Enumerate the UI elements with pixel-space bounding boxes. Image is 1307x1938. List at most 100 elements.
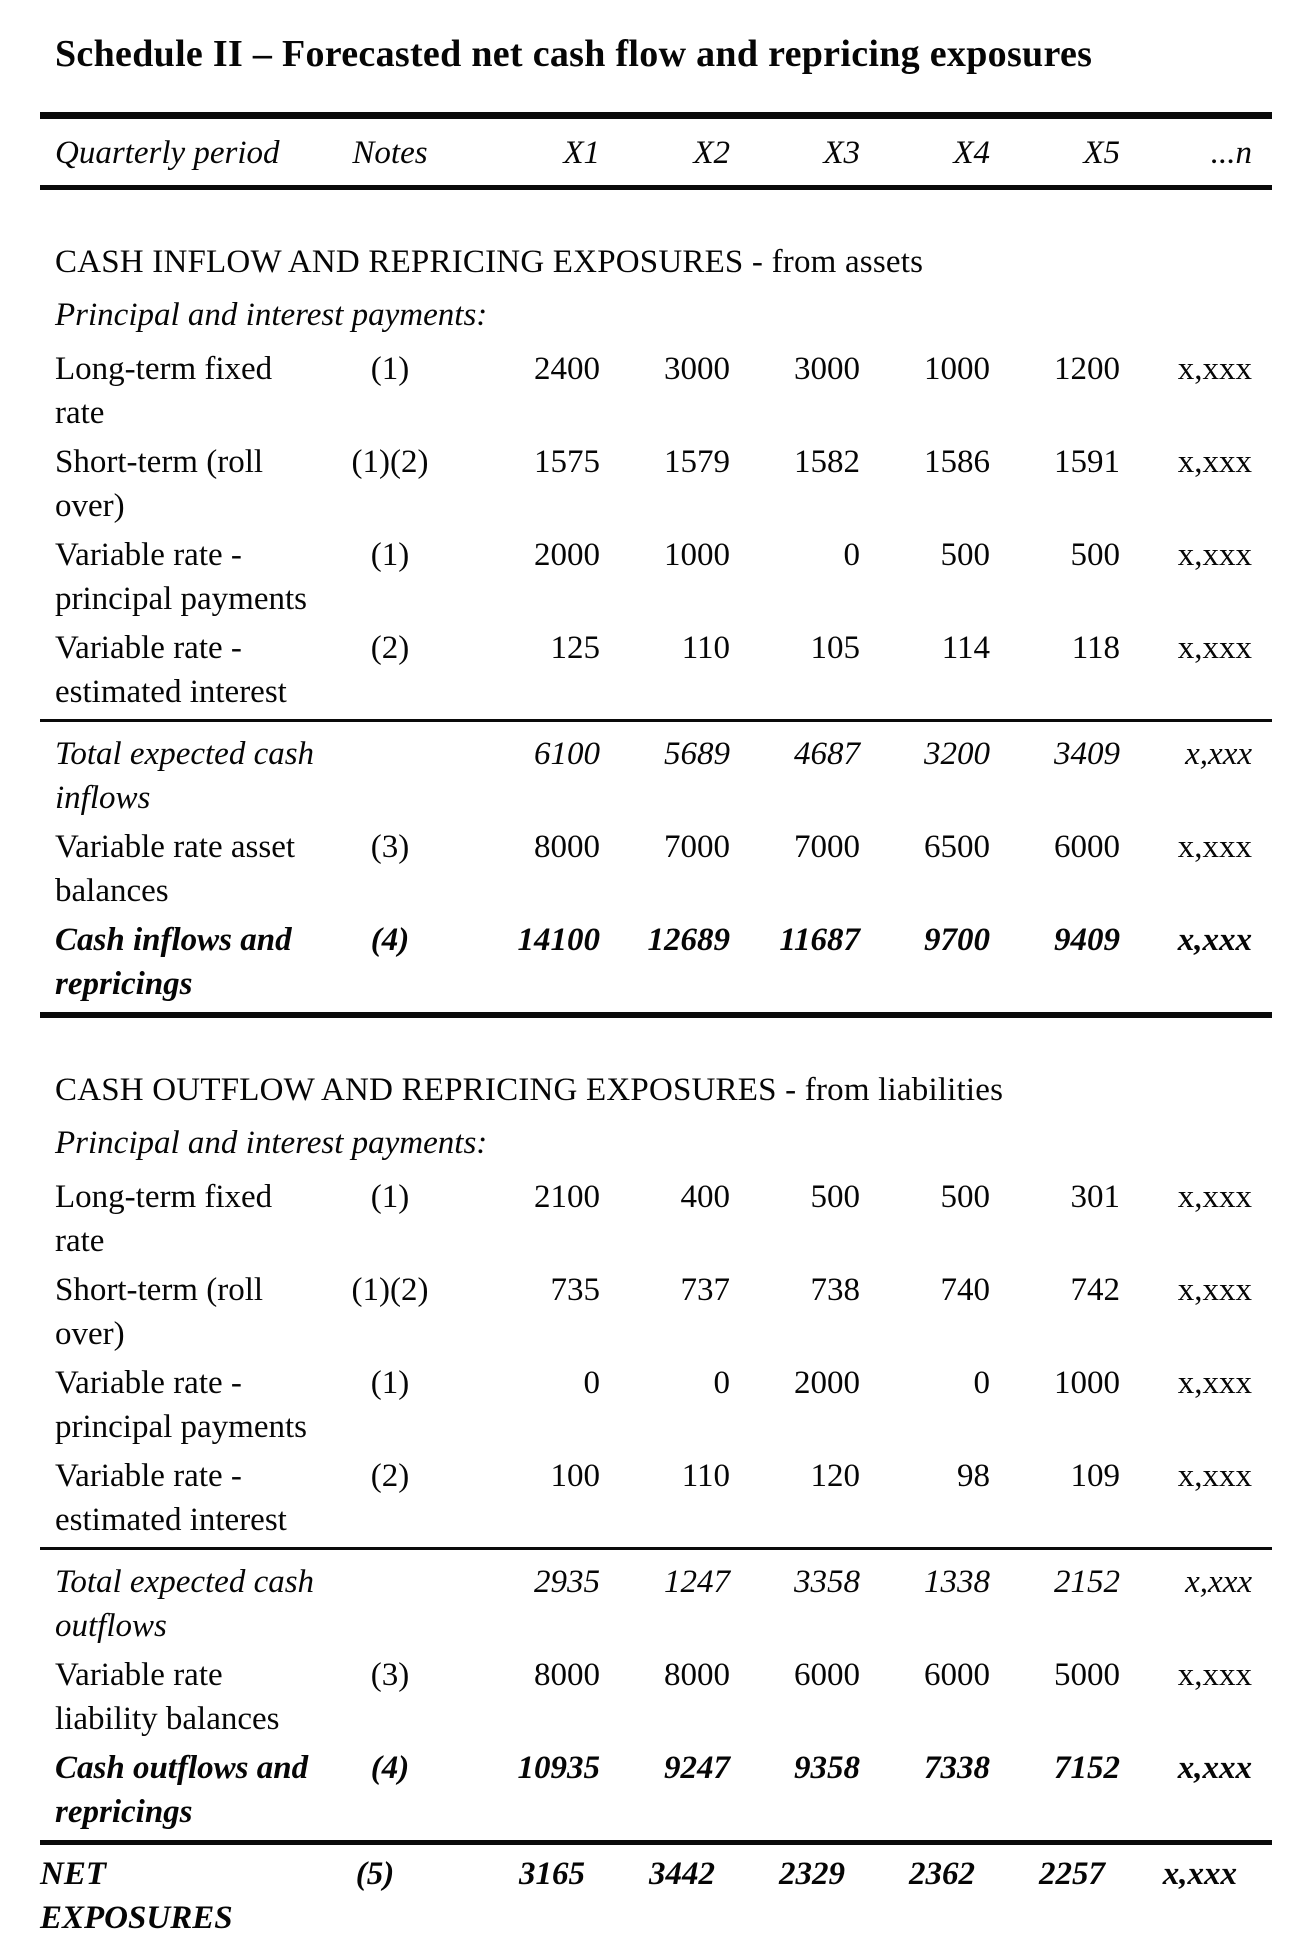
row-label: Short-term (roll over): [55, 444, 264, 524]
row-label: Short-term (roll over): [55, 1272, 264, 1352]
cell-n: x,xxx: [1177, 1272, 1252, 1308]
row-label: Variable rate - estimated interest: [55, 1458, 287, 1538]
cell-x5: 1200: [1054, 351, 1120, 387]
row-label: Variable rate - estimated interest: [55, 630, 287, 710]
table-row-inflow-long-term-fixed: Long-term fixed rate (1) 2400 3000 3000 …: [40, 347, 1272, 435]
table-row-outflow-short-term: Short-term (roll over) (1)(2) 735 737 73…: [40, 1268, 1272, 1356]
page-title: Schedule II – Forecasted net cash flow a…: [55, 33, 1093, 75]
cell-x2: 8000: [664, 1657, 730, 1693]
cell-x5: 5000: [1054, 1657, 1120, 1693]
cell-x4: 7338: [924, 1750, 990, 1786]
table-row-variable-rate-liability-balances: Variable rate liability balances (3) 800…: [40, 1653, 1272, 1741]
cell-x3: 3358: [794, 1564, 860, 1600]
column-header-x3: X3: [823, 135, 860, 171]
row-notes: (4): [370, 922, 410, 958]
cell-x2: 0: [713, 1365, 731, 1401]
cell-x2: 110: [681, 1458, 730, 1494]
cell-n: x,xxx: [1177, 444, 1252, 480]
cell-n: x,xxx: [1177, 829, 1252, 865]
cell-n: x,xxx: [1162, 1856, 1237, 1892]
cell-x4: 0: [973, 1365, 991, 1401]
table-row-cash-outflows-and-repricings: Cash outflows and repricings (4) 10935 9…: [40, 1746, 1272, 1834]
cell-x3: 2000: [794, 1365, 860, 1401]
row-notes: (1): [370, 351, 410, 387]
row-label: Variable rate asset balances: [55, 829, 296, 909]
cell-x3: 738: [810, 1272, 861, 1308]
cell-x1: 1575: [534, 444, 600, 480]
row-label: Variable rate - principal payments: [55, 1365, 308, 1445]
cell-x4: 500: [940, 1179, 991, 1215]
cell-x4: 1586: [924, 444, 990, 480]
row-notes: (4): [370, 1750, 410, 1786]
row-label: Total expected cash outflows: [55, 1564, 315, 1644]
cell-x2: 5689: [664, 736, 730, 772]
cell-x2: 1579: [664, 444, 730, 480]
row-label: Cash outflows and repricings: [55, 1750, 309, 1830]
cell-x2: 3442: [649, 1856, 715, 1892]
cell-x5: 7152: [1054, 1750, 1120, 1786]
cell-x4: 114: [941, 630, 990, 666]
cell-x5: 500: [1070, 537, 1121, 573]
cell-x1: 2100: [534, 1179, 600, 1215]
table-row-total-expected-cash-inflows: Total expected cash inflows 6100 5689 46…: [40, 732, 1272, 820]
cell-x1: 2400: [534, 351, 600, 387]
outflow-section-heading: CASH OUTFLOW AND REPRICING EXPOSURES - f…: [55, 1072, 1004, 1108]
cell-x5: 3409: [1054, 736, 1120, 772]
inflow-section-bottom-rule: [40, 1012, 1272, 1018]
column-header-x4: X4: [953, 135, 990, 171]
cell-n: x,xxx: [1177, 1657, 1252, 1693]
cell-n: x,xxx: [1177, 1179, 1252, 1215]
cell-x4: 1000: [924, 351, 990, 387]
cell-x3: 11687: [779, 922, 860, 958]
row-notes: (1): [370, 1365, 410, 1401]
table-header-row: Quarterly period Notes X1 X2 X3 X4 X5 ..…: [40, 119, 1272, 185]
cell-x1: 8000: [534, 829, 600, 865]
outflow-section-subheading: Principal and interest payments:: [55, 1125, 488, 1161]
row-notes: (1): [370, 1179, 410, 1215]
cell-x5: 1000: [1054, 1365, 1120, 1401]
cell-n: x,xxx: [1177, 922, 1252, 958]
row-notes: (3): [370, 1657, 410, 1693]
cell-n: x,xxx: [1177, 351, 1252, 387]
cell-x5: 6000: [1054, 829, 1120, 865]
cell-n: x,xxx: [1177, 1365, 1252, 1401]
table-row-inflow-short-term: Short-term (roll over) (1)(2) 1575 1579 …: [40, 440, 1272, 528]
cell-n: x,xxx: [1185, 1564, 1252, 1600]
cell-x3: 120: [810, 1458, 861, 1494]
table-row-cash-inflows-and-repricings: Cash inflows and repricings (4) 14100 12…: [40, 918, 1272, 1006]
inflow-section-subheading: Principal and interest payments:: [55, 297, 488, 333]
row-label: NET EXPOSURES: [40, 1856, 233, 1936]
cell-n: x,xxx: [1177, 1750, 1252, 1786]
column-header-x1: X1: [563, 135, 600, 171]
table-top-rule: [40, 112, 1272, 119]
row-notes: (5): [355, 1856, 395, 1892]
cell-x4: 3200: [924, 736, 990, 772]
inflow-section-heading: CASH INFLOW AND REPRICING EXPOSURES - fr…: [55, 244, 924, 280]
cell-x2: 737: [680, 1272, 731, 1308]
cell-x4: 2362: [909, 1856, 975, 1892]
row-label: Total expected cash inflows: [55, 736, 315, 816]
section-cash-inflow: CASH INFLOW AND REPRICING EXPOSURES - fr…: [40, 240, 1272, 1018]
header-bottom-rule: [40, 185, 1272, 190]
table-row-total-expected-cash-outflows: Total expected cash outflows 2935 1247 3…: [40, 1560, 1272, 1648]
cell-x2: 7000: [664, 829, 730, 865]
column-header-x2: X2: [693, 135, 730, 171]
cell-x2: 400: [680, 1179, 731, 1215]
cell-x1: 3165: [519, 1856, 585, 1892]
table-row-net-exposures: NET EXPOSURES (5) 3165 3442 2329 2362 22…: [40, 1845, 1272, 1938]
cell-x4: 9700: [924, 922, 990, 958]
cell-x3: 3000: [794, 351, 860, 387]
cell-x5: 118: [1071, 630, 1120, 666]
cell-x3: 7000: [794, 829, 860, 865]
table-row-outflow-long-term-fixed: Long-term fixed rate (1) 2100 400 500 50…: [40, 1175, 1272, 1263]
cell-x2: 110: [681, 630, 730, 666]
section-cash-outflow: CASH OUTFLOW AND REPRICING EXPOSURES - f…: [40, 1068, 1272, 1834]
inflow-subtotal-rule: [40, 719, 1272, 722]
cell-x1: 735: [550, 1272, 601, 1308]
table-row-inflow-variable-principal: Variable rate - principal payments (1) 2…: [40, 533, 1272, 621]
row-label: Cash inflows and repricings: [55, 922, 292, 1002]
outflow-subtotal-rule: [40, 1547, 1272, 1550]
cell-n: x,xxx: [1177, 630, 1252, 666]
cell-x2: 9247: [664, 1750, 730, 1786]
column-header-notes: Notes: [352, 135, 428, 171]
